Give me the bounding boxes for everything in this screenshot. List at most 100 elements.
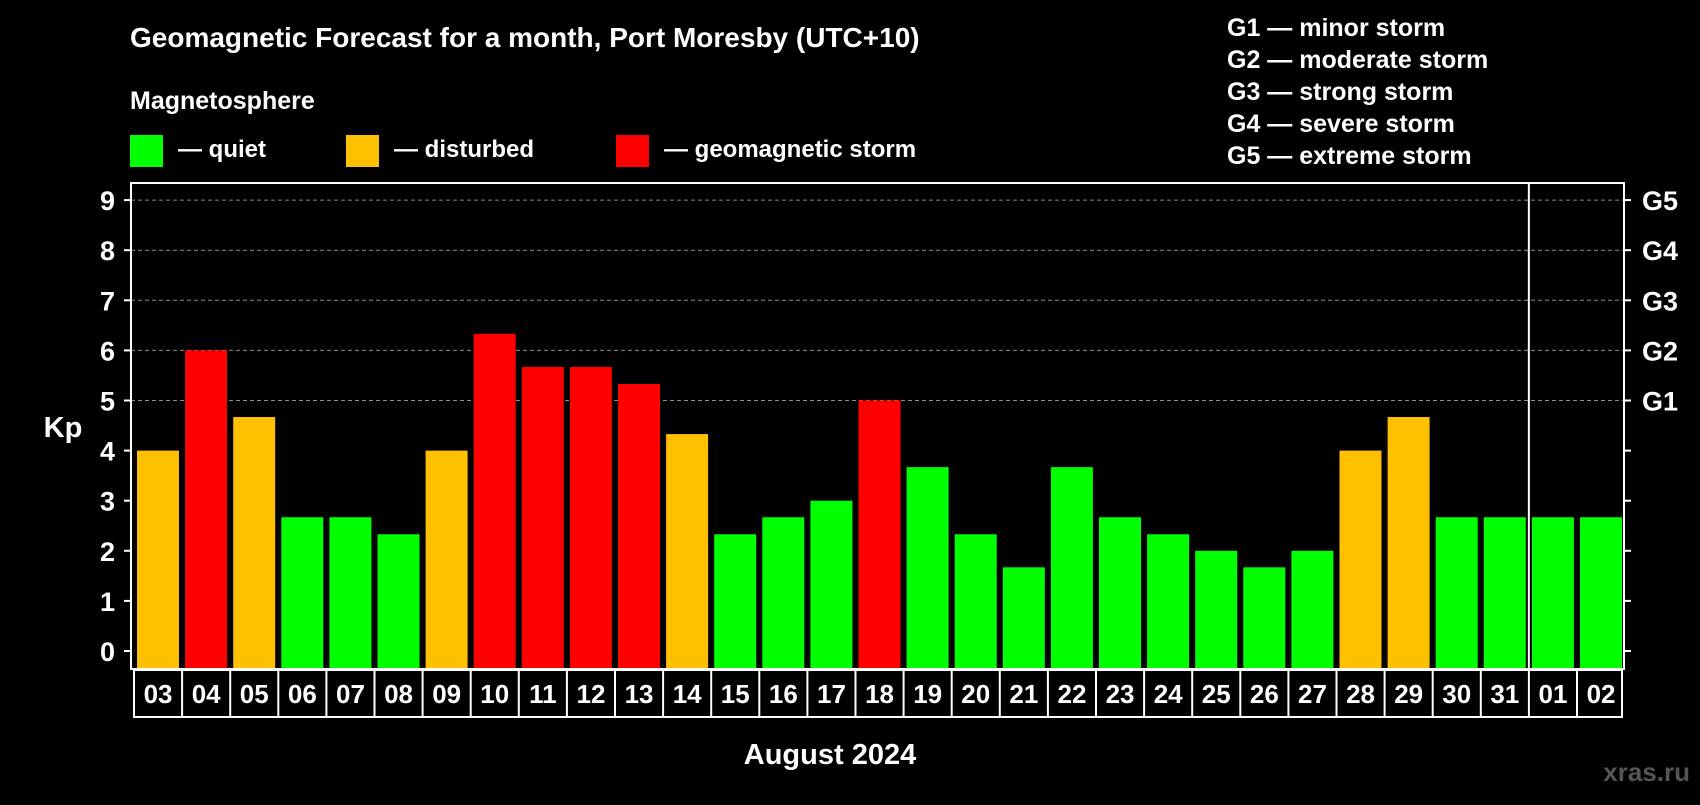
- watermark: xras.ru: [1603, 757, 1690, 787]
- x-tick-label-29: 29: [1394, 679, 1423, 709]
- bar-01: [1531, 517, 1574, 668]
- x-tick-label-28: 28: [1346, 679, 1375, 709]
- bar-15: [714, 534, 757, 668]
- x-tick-label-02: 02: [1587, 679, 1616, 709]
- bar-10: [473, 333, 516, 668]
- bar-25: [1195, 550, 1238, 668]
- bar-11: [521, 366, 564, 668]
- x-tick-label-16: 16: [769, 679, 798, 709]
- chart-title: Geomagnetic Forecast for a month, Port M…: [130, 22, 920, 53]
- x-tick-label-21: 21: [1009, 679, 1038, 709]
- x-tick-label-19: 19: [913, 679, 942, 709]
- x-tick-label-10: 10: [480, 679, 509, 709]
- bar-16: [762, 517, 805, 668]
- y-tick-label-0: 0: [100, 637, 115, 667]
- y-tick-label-6: 6: [100, 336, 115, 366]
- bar-19: [906, 467, 949, 668]
- bar-18: [858, 400, 901, 668]
- storm-scale-g2: G2 — moderate storm: [1227, 46, 1488, 74]
- x-tick-label-06: 06: [288, 679, 317, 709]
- x-tick-label-31: 31: [1490, 679, 1519, 709]
- x-tick-label-04: 04: [192, 679, 221, 709]
- storm-label-G2: G2: [1642, 336, 1678, 366]
- bar-30: [1435, 517, 1478, 668]
- grid-lines: [131, 199, 1624, 401]
- x-axis-box: [133, 669, 1623, 718]
- bar-28: [1339, 450, 1382, 668]
- storm-label-G1: G1: [1642, 387, 1678, 417]
- bar-09: [425, 450, 468, 668]
- x-tick-label-05: 05: [240, 679, 269, 709]
- y-tick-label-4: 4: [100, 437, 115, 467]
- x-tick-label-15: 15: [721, 679, 750, 709]
- y-axis: 0 1 2 3 4 5 6 7 8 9: [100, 186, 131, 667]
- y-tick-label-7: 7: [100, 286, 115, 316]
- x-axis: 03 04 05 06 07 08 09 10 11 12 13 14 15 16 17 18 19 20 21 22…: [133, 669, 1623, 718]
- bars-group: [137, 333, 1622, 668]
- bar-12: [569, 366, 612, 668]
- bar-24: [1147, 534, 1190, 668]
- y-tick-label-9: 9: [100, 186, 115, 216]
- storm-scale-g4: G4 — severe storm: [1227, 110, 1455, 138]
- x-tick-label-23: 23: [1106, 679, 1135, 709]
- bar-21: [1002, 567, 1045, 668]
- x-tick-label-22: 22: [1057, 679, 1086, 709]
- bar-22: [1050, 467, 1093, 668]
- x-tick-label-30: 30: [1442, 679, 1471, 709]
- y-tick-label-1: 1: [100, 587, 115, 617]
- bar-07: [329, 517, 372, 668]
- bar-26: [1243, 567, 1286, 668]
- x-tick-label-14: 14: [673, 679, 702, 709]
- storm-scale-g3: G3 — strong storm: [1227, 78, 1453, 106]
- bar-20: [954, 534, 997, 668]
- bar-02: [1580, 517, 1622, 668]
- bar-29: [1387, 417, 1430, 668]
- bar-27: [1291, 550, 1334, 668]
- x-tick-label-18: 18: [865, 679, 894, 709]
- x-tick-label-27: 27: [1298, 679, 1327, 709]
- bar-13: [618, 383, 660, 668]
- legend-swatch-quiet: [130, 135, 163, 167]
- storm-axis: G1 G2 G3 G4 G5: [1624, 186, 1678, 652]
- bar-17: [810, 500, 853, 668]
- legend-label-disturbed: — disturbed: [394, 136, 534, 163]
- storm-scale-g1: G1 — minor storm: [1227, 14, 1445, 42]
- x-tick-label-24: 24: [1154, 679, 1183, 709]
- bar-14: [666, 434, 709, 668]
- storm-label-G3: G3: [1642, 286, 1678, 316]
- bar-04: [185, 350, 228, 668]
- y-tick-label-5: 5: [100, 387, 115, 417]
- x-tick-label-26: 26: [1250, 679, 1279, 709]
- x-tick-label-09: 09: [432, 679, 461, 709]
- bar-08: [377, 534, 420, 668]
- legend-swatch-storm: [616, 135, 649, 167]
- y-tick-label-3: 3: [100, 487, 115, 517]
- x-tick-label-03: 03: [144, 679, 173, 709]
- bar-06: [281, 517, 324, 668]
- x-tick-label-25: 25: [1202, 679, 1231, 709]
- x-tick-label-20: 20: [961, 679, 990, 709]
- bar-03: [137, 450, 179, 668]
- legend-label-storm: — geomagnetic storm: [664, 136, 916, 163]
- x-axis-label: August 2024: [744, 739, 916, 771]
- x-tick-label-07: 07: [336, 679, 365, 709]
- x-tick-label-12: 12: [576, 679, 605, 709]
- storm-label-G4: G4: [1642, 236, 1678, 266]
- x-tick-label-13: 13: [625, 679, 654, 709]
- bar-31: [1483, 517, 1526, 668]
- x-tick-label-01: 01: [1538, 679, 1567, 709]
- y-tick-label-8: 8: [100, 236, 115, 266]
- legend-title: Magnetosphere: [130, 87, 315, 115]
- legend-label-quiet: — quiet: [178, 136, 266, 163]
- x-tick-label-08: 08: [384, 679, 413, 709]
- bar-05: [233, 417, 276, 668]
- storm-label-G5: G5: [1642, 186, 1678, 216]
- bar-23: [1099, 517, 1141, 668]
- y-axis-label: Kp: [44, 412, 83, 444]
- legend-swatch-disturbed: [346, 135, 379, 167]
- x-tick-label-17: 17: [817, 679, 846, 709]
- x-tick-label-11: 11: [529, 679, 557, 709]
- y-tick-label-2: 2: [100, 537, 115, 567]
